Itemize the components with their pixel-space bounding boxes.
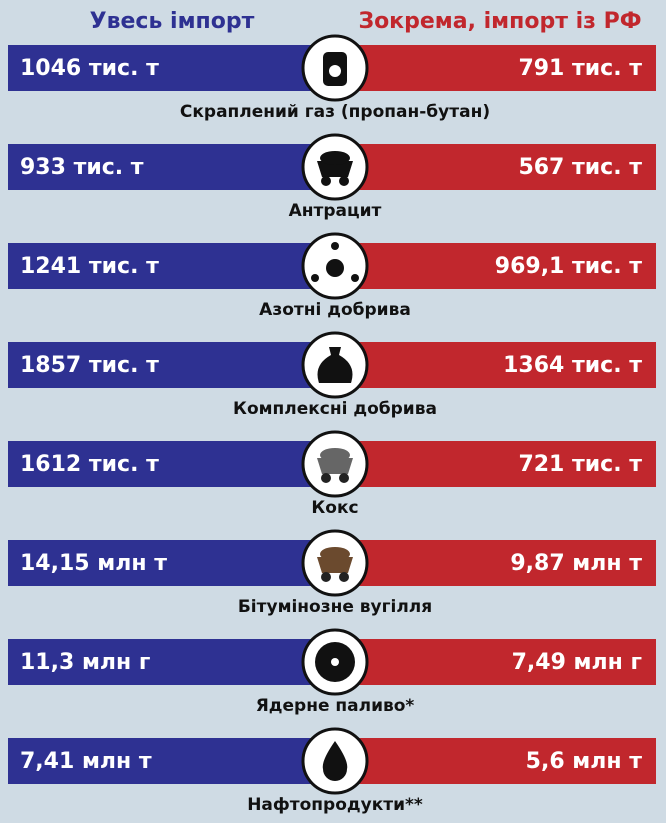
row: 1612 тис. т 721 тис. т Кокс: [8, 430, 656, 518]
right-bar: [335, 738, 656, 784]
left-header: Увесь імпорт: [90, 9, 255, 34]
left-value: 7,41 млн т: [20, 749, 152, 774]
row: 11,3 млн г 7,49 млн г Ядерне паливо*: [8, 628, 656, 716]
left-value: 1046 тис. т: [20, 56, 159, 81]
item-label: Ядерне паливо*: [256, 696, 415, 716]
item-label: Бітумінозне вугілля: [238, 597, 432, 617]
left-value: 1241 тис. т: [20, 254, 159, 279]
right-bar: [335, 342, 656, 388]
right-value: 567 тис. т: [518, 155, 642, 180]
item-label: Нафтопродукти**: [247, 795, 423, 815]
right-value: 791 тис. т: [518, 56, 642, 81]
icon: [311, 274, 319, 282]
left-bar: [8, 342, 335, 388]
icon: [321, 572, 331, 582]
left-bar: [8, 144, 335, 190]
left-value: 11,3 млн г: [20, 650, 150, 675]
row: 1046 тис. т 791 тис. т Скраплений газ (про…: [8, 34, 656, 122]
right-bar: [335, 243, 656, 289]
row: 14,15 млн т 9,87 млн т Бітумінозне вугілля: [8, 529, 656, 617]
right-bar: [335, 441, 656, 487]
item-label: Азотні добрива: [259, 300, 411, 320]
row: 1857 тис. т 1364 тис. т Комплексні добрива: [8, 331, 656, 419]
icon: [329, 65, 341, 77]
left-value: 14,15 млн т: [20, 551, 167, 576]
icon: [339, 572, 349, 582]
right-value: 5,6 млн т: [526, 749, 643, 774]
icon: [320, 448, 350, 462]
icon: [351, 274, 359, 282]
right-value: 7,49 млн г: [512, 650, 642, 675]
item-label: Антрацит: [289, 201, 382, 221]
right-bar: [335, 144, 656, 190]
row: 1241 тис. т 969,1 тис. т Азотні добрива: [8, 232, 656, 320]
icon: [320, 547, 350, 561]
item-label: Скраплений газ (пропан-бутан): [180, 102, 490, 122]
icon: [339, 176, 349, 186]
right-header: Зокрема, імпорт із РФ: [358, 9, 641, 34]
right-value: 721 тис. т: [518, 452, 642, 477]
left-bar: [8, 540, 335, 586]
icon: [317, 161, 353, 177]
left-bar: [8, 639, 335, 685]
icon: [331, 242, 339, 250]
right-value: 969,1 тис. т: [495, 254, 642, 279]
left-bar: [8, 738, 335, 784]
icon: [322, 741, 348, 781]
right-bar: [335, 45, 656, 91]
icon: [326, 259, 344, 277]
left-bar: [8, 441, 335, 487]
left-value: 1857 тис. т: [20, 353, 159, 378]
item-label: Кокс: [311, 498, 358, 518]
icon: [317, 458, 353, 474]
item-label: Комплексні добрива: [233, 399, 437, 419]
left-bar: [8, 45, 335, 91]
right-bar: [335, 639, 656, 685]
left-value: 933 тис. т: [20, 155, 144, 180]
row: 933 тис. т 567 тис. т Антрацит: [8, 133, 656, 221]
icon: [317, 557, 353, 573]
right-value: 1364 тис. т: [503, 353, 642, 378]
icon: [320, 151, 350, 165]
right-bar: [335, 540, 656, 586]
right-value: 9,87 млн т: [510, 551, 642, 576]
left-bar: [8, 243, 335, 289]
icon: [317, 347, 353, 383]
icon: [321, 473, 331, 483]
row: 7,41 млн т 5,6 млн т Нафтопродукти**: [8, 727, 656, 815]
icon: [321, 176, 331, 186]
icon: [331, 658, 339, 666]
left-value: 1612 тис. т: [20, 452, 159, 477]
icon: [339, 473, 349, 483]
